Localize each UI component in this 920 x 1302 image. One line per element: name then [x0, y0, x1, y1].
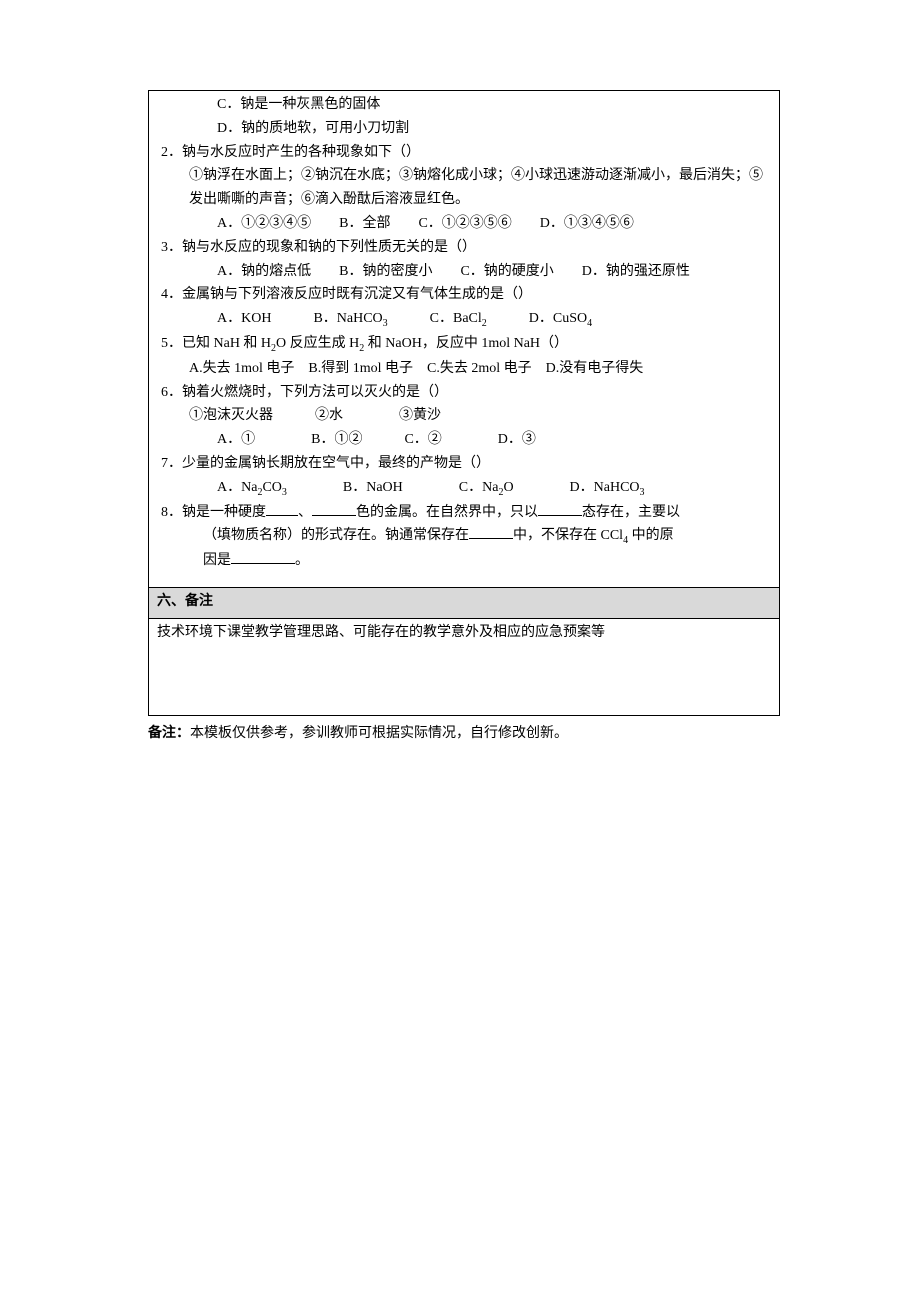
question-block: C．钠是一种灰黑色的固体 D．钠的质地软，可用小刀切割 2．钠与水反应时产生的各… [157, 93, 771, 583]
q8-line2: （填物质名称）的形式存在。钠通常保存在中，不保存在 CCl4 中的原 [161, 524, 771, 549]
q6-items: ①泡沫灭火器 ②水 ③黄沙 [161, 404, 771, 428]
q8-l3-b: 。 [295, 553, 309, 568]
q8-l3-a: 因是 [203, 553, 231, 568]
q7-opt-c: O D．NaHCO [503, 480, 639, 495]
q8-line1: 8．钠是一种硬度 、 色的金属。在自然界中，只以 态存在，主要以 [161, 501, 771, 525]
q2-desc: ①钠浮在水面上；②钠沉在水底；③钠熔化成小球；④小球迅速游动逐渐减小，最后消失；… [161, 164, 771, 212]
q4-opt-suffix: D．CuSO [487, 311, 587, 326]
blank-1 [266, 501, 298, 516]
q2-options: A．①②③④⑤ B．全部 C．①②③⑤⑥ D．①③④⑤⑥ [161, 212, 771, 236]
q8-l2-a: （填物质名称）的形式存在。钠通常保存在 [203, 528, 469, 543]
q8-l2-b: 中，不保存在 CCl [513, 528, 623, 543]
q7-opt-a: A．Na [217, 480, 257, 495]
content-table: C．钠是一种灰黑色的固体 D．钠的质地软，可用小刀切割 2．钠与水反应时产生的各… [148, 90, 780, 716]
q8-l1-b: 、 [298, 505, 312, 520]
section6-body: 技术环境下课堂教学管理思路、可能存在的教学意外及相应的应急预案等 [157, 625, 605, 640]
section6-header: 六、备注 [149, 587, 780, 618]
q7-stem: 7．少量的金属钠长期放在空气中，最终的产物是（） [161, 452, 771, 476]
q4-stem: 4．金属钠与下列溶液反应时既有沉淀又有气体生成的是（） [161, 283, 771, 307]
q8-l2-c: 中的原 [628, 528, 674, 543]
section6-body-cell: 技术环境下课堂教学管理思路、可能存在的教学意外及相应的应急预案等 [149, 618, 780, 715]
q3-stem: 3．钠与水反应的现象和钠的下列性质无关的是（） [161, 236, 771, 260]
q8-l1-d: 态存在，主要以 [582, 505, 680, 520]
q5-stem-mid1: O 反应生成 H [276, 336, 359, 351]
q5-stem: 5．已知 NaH 和 H2O 反应生成 H2 和 NaOH，反应中 1mol N… [161, 332, 771, 357]
q5-options: A.失去 1mol 电子 B.得到 1mol 电子 C.失去 2mol 电子 D… [161, 357, 771, 381]
questions-cell: C．钠是一种灰黑色的固体 D．钠的质地软，可用小刀切割 2．钠与水反应时产生的各… [149, 91, 780, 588]
blank-4 [469, 524, 513, 539]
blank-2 [312, 501, 356, 516]
footnote: 备注：本模板仅供参考，参训教师可根据实际情况，自行修改创新。 [148, 722, 780, 746]
footnote-text: 本模板仅供参考，参训教师可根据实际情况，自行修改创新。 [190, 726, 568, 741]
blank-5 [231, 549, 295, 564]
q7-opt-b: B．NaOH C．Na [287, 480, 499, 495]
q8-l1-a: 8．钠是一种硬度 [161, 505, 266, 520]
q4-options: A．KOH B．NaHCO3 C．BaCl2 D．CuSO4 [161, 307, 771, 332]
q7-options: A．Na2CO3 B．NaOH C．Na2O D．NaHCO3 [161, 476, 771, 501]
q5-stem-mid2: 和 NaOH，反应中 1mol NaH（） [364, 336, 568, 351]
q2-stem: 2．钠与水反应时产生的各种现象如下（） [161, 141, 771, 165]
q8-line3: 因是 。 [161, 549, 771, 573]
footnote-label: 备注： [148, 726, 190, 741]
q8-l1-c: 色的金属。在自然界中，只以 [356, 505, 538, 520]
q7-opt-a2: CO [262, 480, 281, 495]
q5-stem-prefix: 5．已知 NaH 和 H [161, 336, 271, 351]
q1-option-c: C．钠是一种灰黑色的固体 [161, 93, 771, 117]
q6-stem: 6．钠着火燃烧时，下列方法可以灭火的是（） [161, 381, 771, 405]
blank-3 [538, 501, 582, 516]
q6-options: A．① B．①② C．② D．③ [161, 428, 771, 452]
document-page: C．钠是一种灰黑色的固体 D．钠的质地软，可用小刀切割 2．钠与水反应时产生的各… [0, 0, 920, 1302]
q4-opt-prefix: A．KOH B．NaHCO [217, 311, 383, 326]
spacer [161, 573, 771, 583]
q1-option-d: D．钠的质地软，可用小刀切割 [161, 117, 771, 141]
q3-options: A．钠的熔点低 B．钠的密度小 C．钠的硬度小 D．钠的强还原性 [161, 260, 771, 284]
q4-opt-mid: C．BaCl [388, 311, 482, 326]
